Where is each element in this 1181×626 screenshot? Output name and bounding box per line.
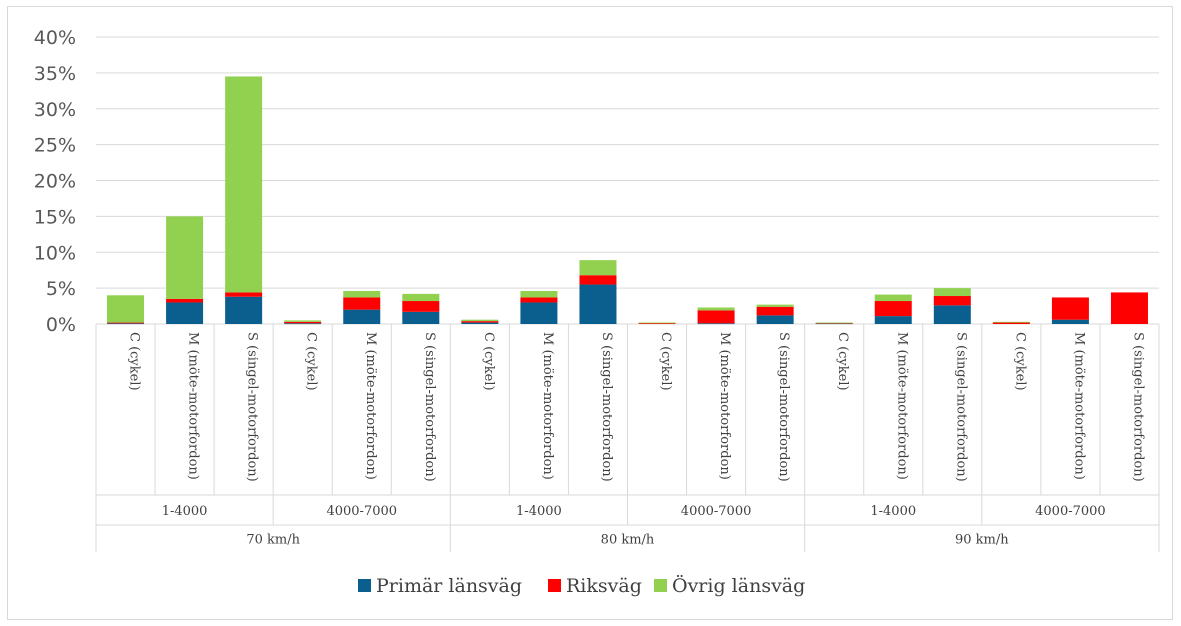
legend-swatch <box>358 579 371 592</box>
category-label: S (singel-motorfordon) <box>776 332 791 482</box>
bar-segment <box>579 260 617 276</box>
category-label: M (möte-motorfordon) <box>363 332 378 480</box>
category-label: M (möte-motorfordon) <box>186 332 201 480</box>
bar-segment <box>638 322 676 324</box>
legend-swatch <box>548 579 561 592</box>
bar-segment <box>343 309 381 324</box>
bar-segment <box>874 301 912 317</box>
category-label: C (cykel) <box>835 332 850 391</box>
bar-segment <box>107 322 145 324</box>
category-label: C (cykel) <box>481 332 496 391</box>
gridlines <box>96 36 1159 325</box>
bar-segment <box>461 321 499 323</box>
y-axis-tick-labels: 0% 5% 10% 15% 20% 25% 30% 35% 40% <box>34 27 76 336</box>
traffic-group-label: 4000-7000 <box>326 504 397 519</box>
traffic-group-label: 1-4000 <box>516 504 562 519</box>
bar-segment <box>107 295 145 323</box>
category-label: S (singel-motorfordon) <box>953 332 968 482</box>
y-tick-label: 35% <box>34 63 76 85</box>
bar-segment <box>520 297 558 303</box>
bar-segment <box>402 301 440 312</box>
legend: Primär länsväg Riksväg Övrig länsväg <box>358 574 805 597</box>
y-tick-label: 30% <box>34 99 76 121</box>
bar-segment <box>579 284 617 324</box>
bar-segment <box>284 321 322 324</box>
category-label: M (möte-motorfordon) <box>540 332 555 480</box>
category-label: S (singel-motorfordon) <box>599 332 614 482</box>
chart-container: 0% 5% 10% 15% 20% 25% 30% 35% 40% C (cykel) M (mö… <box>7 6 1173 620</box>
bar-segment <box>1051 297 1089 320</box>
speed-group-label: 90 km/h <box>955 533 1009 548</box>
bar-segment <box>992 322 1030 324</box>
bar-segment <box>933 288 971 297</box>
bar-segment <box>874 316 912 324</box>
traffic-group-label: 1-4000 <box>870 504 916 519</box>
bars <box>107 76 1148 325</box>
bar-segment <box>579 275 617 285</box>
traffic-group-label: 4000-7000 <box>681 504 752 519</box>
bar-segment <box>874 294 912 302</box>
stacked-bar-chart: 0% 5% 10% 15% 20% 25% 30% 35% 40% C (cykel) M (mö… <box>34 27 1160 597</box>
speed-group-label: 80 km/h <box>601 533 655 548</box>
bar-segment <box>107 323 145 325</box>
legend-label: Övrig länsväg <box>672 574 805 597</box>
category-label: C (cykel) <box>304 332 319 391</box>
bar-segment <box>284 320 322 322</box>
bar-segment <box>343 290 381 298</box>
bar-segment <box>284 323 322 325</box>
bar-segment <box>225 76 263 293</box>
bar-segment <box>402 311 440 324</box>
category-label: C (cykel) <box>1012 332 1027 391</box>
y-tick-label: 10% <box>34 242 76 264</box>
legend-label: Primär länsväg <box>376 575 522 597</box>
bar-segment <box>933 296 971 306</box>
bar-segment <box>933 305 971 324</box>
bar-segment <box>225 296 263 324</box>
legend-swatch <box>654 579 667 592</box>
y-tick-label: 15% <box>34 206 76 228</box>
bar-segment <box>697 323 735 325</box>
bar-segment <box>697 310 735 324</box>
y-tick-label: 0% <box>46 314 76 336</box>
category-label: C (cykel) <box>127 332 142 391</box>
category-label: M (möte-motorfordon) <box>894 332 909 480</box>
category-label: S (singel-motorfordon) <box>422 332 437 482</box>
category-label: S (singel-motorfordon) <box>1130 332 1145 482</box>
bar-segment <box>992 321 1030 323</box>
y-tick-label: 40% <box>34 27 76 49</box>
bar-segment <box>520 290 558 298</box>
bar-segment <box>461 322 499 324</box>
y-tick-label: 20% <box>34 171 76 193</box>
bar-segment <box>225 292 263 297</box>
bar-segment <box>756 315 794 324</box>
category-label: C (cykel) <box>658 332 673 391</box>
bar-segment <box>1110 292 1148 324</box>
bar-segment <box>343 297 381 310</box>
y-tick-label: 5% <box>46 278 76 300</box>
bar-segment <box>756 304 794 307</box>
bar-segment <box>166 216 204 299</box>
bar-segment <box>461 319 499 322</box>
bar-segment <box>166 302 204 324</box>
category-label: M (möte-motorfordon) <box>717 332 732 480</box>
category-label: M (möte-motorfordon) <box>1071 332 1086 480</box>
bar-segment <box>520 302 558 324</box>
bar-segment <box>638 322 676 324</box>
bar-segment <box>697 307 735 311</box>
bar-segment <box>756 306 794 316</box>
category-axis: C (cykel) M (möte-motorfordon) S (singel-m… <box>95 324 1160 552</box>
category-label: S (singel-motorfordon) <box>245 332 260 482</box>
bar-segment <box>815 322 853 324</box>
speed-group-label: 70 km/h <box>246 533 300 548</box>
bar-segment <box>402 293 440 302</box>
bar-segment <box>166 298 204 303</box>
traffic-group-label: 4000-7000 <box>1035 504 1106 519</box>
traffic-group-label: 1-4000 <box>162 504 208 519</box>
legend-label: Riksväg <box>566 575 642 597</box>
bar-segment <box>1051 319 1089 324</box>
y-tick-label: 25% <box>34 135 76 157</box>
